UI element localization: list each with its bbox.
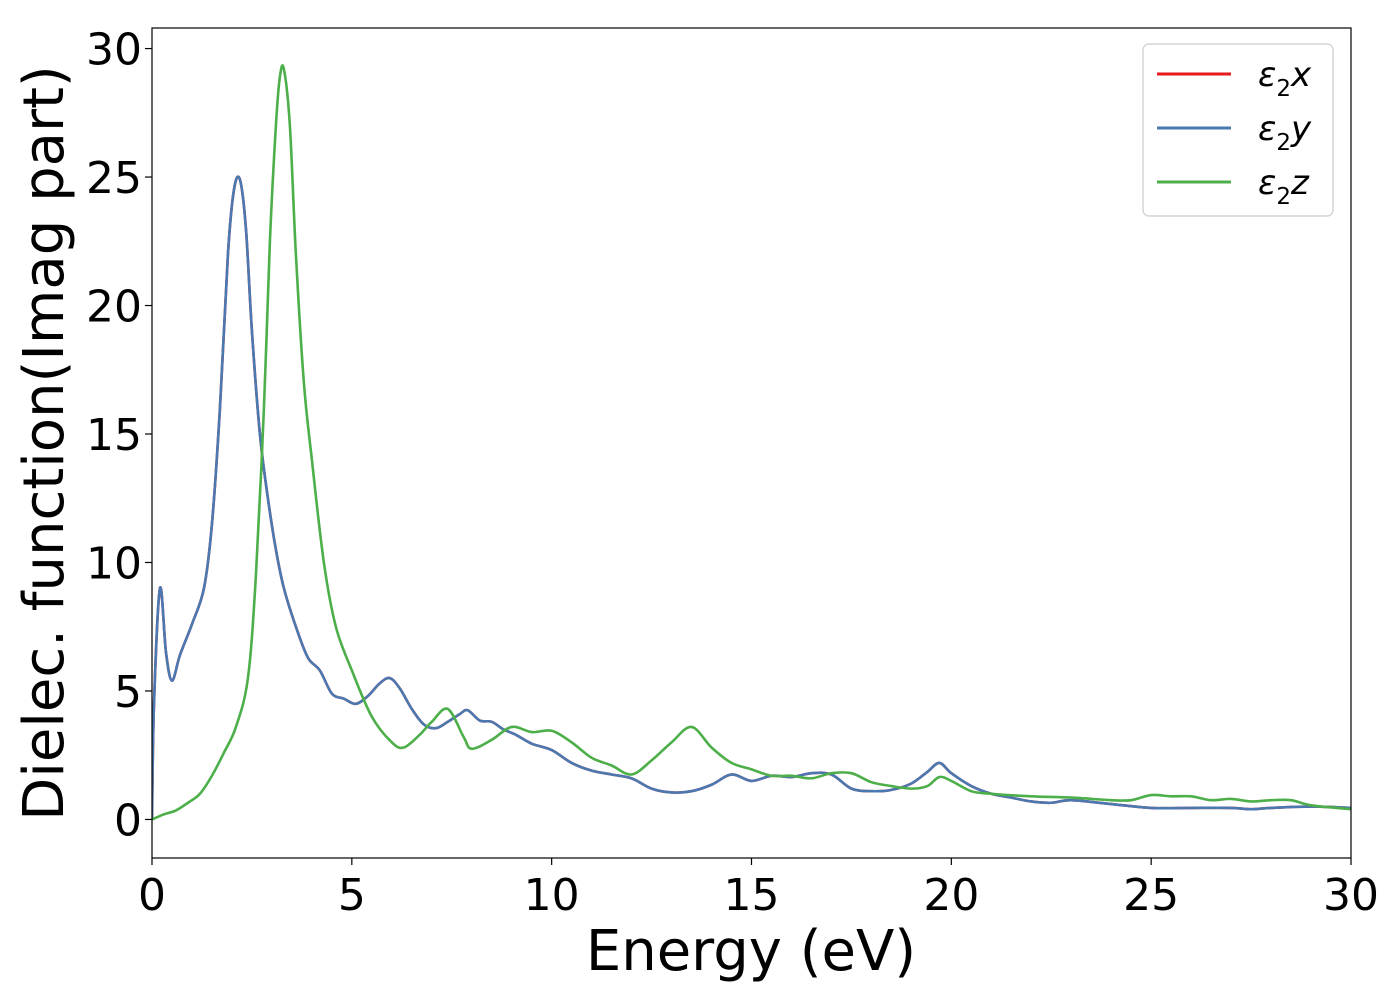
y-tick-label: 25 [86, 153, 142, 204]
series-line-e2z [152, 64, 1351, 821]
legend-label-x-base: ε [1258, 55, 1276, 95]
series-layer [152, 64, 1351, 821]
legend-label-z: ε2z [1258, 163, 1310, 210]
series-line-e2y [152, 175, 1351, 820]
x-axis-ticks: 0 5 10 15 20 25 30 [138, 858, 1379, 921]
legend-label-x-sub: 2 [1276, 76, 1291, 102]
x-tick-label: 15 [724, 870, 780, 921]
y-axis-ticks: 0 5 10 15 20 25 30 [86, 25, 152, 846]
legend-box [1142, 43, 1334, 217]
y-tick-label: 10 [86, 538, 142, 589]
legend-label-z-suffix: z [1290, 163, 1310, 203]
y-tick-label: 0 [114, 795, 142, 846]
x-tick-label: 30 [1323, 870, 1379, 921]
x-tick-label: 25 [1123, 870, 1179, 921]
y-tick-label: 30 [86, 25, 142, 76]
x-tick-label: 5 [338, 870, 366, 921]
legend-label-y: ε2y [1258, 109, 1312, 156]
x-tick-label: 0 [138, 870, 166, 921]
legend-label-z-sub: 2 [1276, 184, 1291, 210]
legend-label-z-base: ε [1258, 163, 1276, 203]
y-tick-label: 5 [114, 667, 142, 718]
x-axis-label: Energy (eV) [586, 919, 916, 984]
y-tick-label: 15 [86, 410, 142, 461]
x-tick-label: 10 [524, 870, 580, 921]
legend-label-y-sub: 2 [1276, 130, 1291, 156]
y-axis-label: Dielec. function(Imag part) [12, 65, 77, 821]
x-tick-label: 20 [923, 870, 979, 921]
legend-label-y-suffix: y [1290, 109, 1312, 149]
y-tick-label: 20 [86, 282, 142, 333]
legend-label-y-base: ε [1258, 109, 1276, 149]
legend: ε2x ε2y ε2z [1142, 43, 1334, 217]
legend-label-x: ε2x [1258, 55, 1312, 102]
legend-label-x-suffix: x [1290, 55, 1312, 95]
